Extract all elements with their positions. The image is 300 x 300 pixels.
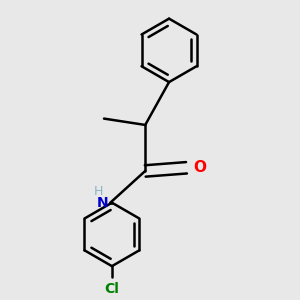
Text: O: O [193, 160, 206, 175]
Text: N: N [97, 196, 109, 210]
Text: Cl: Cl [104, 282, 119, 296]
Text: H: H [94, 185, 104, 198]
